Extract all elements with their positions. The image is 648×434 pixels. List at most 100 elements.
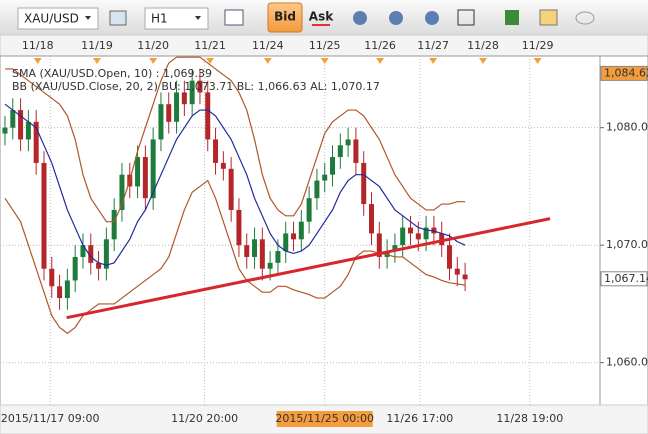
bid-label: Bid	[274, 10, 296, 24]
candle-body	[33, 121, 39, 163]
ask-label[interactable]: Ask	[309, 10, 334, 24]
candle-body	[291, 233, 297, 240]
candle-body	[25, 121, 31, 140]
trendline	[66, 217, 551, 320]
date-label: 11/19	[81, 39, 113, 52]
price-tag	[600, 65, 648, 81]
timeframe: H1	[151, 12, 168, 26]
tool-icon[interactable]	[425, 11, 439, 25]
indicator-line	[4, 56, 466, 223]
tool-icon[interactable]	[539, 9, 558, 26]
date-label: 11/25	[309, 39, 341, 52]
price-tag-label: 1,084.62	[604, 66, 648, 79]
candle-body	[400, 227, 406, 246]
chart-type-icon[interactable]	[224, 9, 244, 26]
candle-body	[408, 227, 414, 234]
session-marker	[479, 58, 488, 64]
indicator-line	[4, 103, 466, 266]
candle-body	[119, 174, 125, 210]
x-tick-label: 2015/11/17 09:00	[1, 412, 100, 425]
date-label: 11/18	[22, 39, 54, 52]
session-marker	[429, 58, 438, 64]
tool-icon[interactable]	[457, 9, 475, 26]
date-label: 11/20	[137, 39, 169, 52]
indicator-line	[4, 179, 466, 335]
tool-icon[interactable]	[575, 11, 595, 25]
candle-body	[80, 245, 86, 257]
price-axis	[599, 55, 648, 406]
candle-body	[244, 245, 250, 257]
y-tick-label: 1,080.00	[606, 121, 648, 134]
date-label: 11/28	[467, 39, 499, 52]
candle-body	[423, 227, 429, 240]
timeframe-select[interactable]	[144, 7, 209, 30]
session-marker	[376, 58, 385, 64]
session-marker	[320, 58, 329, 64]
candle-body	[275, 251, 281, 263]
session-marker	[149, 58, 158, 64]
candle-body	[49, 268, 55, 287]
candle-body	[158, 104, 164, 140]
candle-body	[345, 139, 351, 146]
highlight-tag	[276, 411, 373, 427]
candle-body	[415, 233, 421, 240]
session-marker	[93, 58, 102, 64]
candle-body	[10, 110, 16, 128]
symbol-select[interactable]	[17, 7, 99, 30]
price-tag	[600, 271, 648, 287]
session-marker	[33, 58, 42, 64]
candle-body	[462, 274, 468, 280]
candle-body	[369, 204, 375, 234]
tool-icon[interactable]	[353, 11, 367, 25]
candle-body	[314, 180, 320, 199]
candle-body	[213, 139, 219, 163]
legend-text: BB (XAU/USD.Close, 20, 2) BU: 1,073.71 B…	[12, 80, 380, 93]
candle-body	[96, 262, 102, 269]
date-label: 11/24	[252, 39, 284, 52]
candle-body	[181, 92, 187, 105]
candle-body	[228, 168, 234, 210]
candle-body	[88, 245, 94, 263]
tool-icon[interactable]	[109, 10, 127, 26]
candle-body	[111, 209, 117, 240]
candle-body	[150, 139, 156, 199]
candle-body	[189, 80, 195, 105]
candle-body	[330, 157, 336, 175]
candle-body	[103, 239, 109, 269]
x-tick-label: 11/20 20:00	[171, 412, 238, 425]
candle-body	[267, 262, 273, 269]
session-marker	[533, 58, 542, 64]
x-tick-label: 11/28 19:00	[496, 412, 563, 425]
candle-body	[298, 221, 304, 240]
candle-body	[64, 280, 70, 299]
date-label: 11/26	[364, 39, 396, 52]
dropdown-arrow	[85, 16, 91, 20]
bid-button[interactable]	[267, 2, 303, 33]
tool-icon[interactable]	[505, 10, 519, 25]
candle-body	[252, 239, 258, 257]
candle-body	[41, 162, 47, 269]
tool-icon[interactable]	[389, 11, 403, 25]
candle-body	[57, 286, 63, 299]
symbol: XAU/USD	[24, 12, 79, 26]
price-tag-label: 1,067.14	[604, 272, 648, 285]
candle-body	[259, 239, 265, 269]
candle-body	[166, 104, 172, 122]
candle-body	[392, 245, 398, 252]
session-marker	[263, 58, 272, 64]
date-label: 11/29	[522, 39, 554, 52]
candle-body	[142, 157, 148, 199]
legend-text: SMA (XAU/USD.Open, 10) : 1,069.39	[12, 67, 212, 80]
candle-body	[2, 127, 8, 134]
candle-body	[174, 92, 180, 122]
date-label: 11/21	[194, 39, 226, 52]
candle-body	[322, 174, 328, 181]
y-tick-label: 1,060.00	[606, 356, 648, 369]
session-marker	[206, 58, 215, 64]
candle-body	[361, 162, 367, 205]
candle-body	[376, 233, 382, 257]
x-tick-label: 11/26 17:00	[386, 412, 453, 425]
x-tick-label: 2015/11/25 00:00	[275, 412, 374, 425]
candle-body	[236, 209, 242, 246]
